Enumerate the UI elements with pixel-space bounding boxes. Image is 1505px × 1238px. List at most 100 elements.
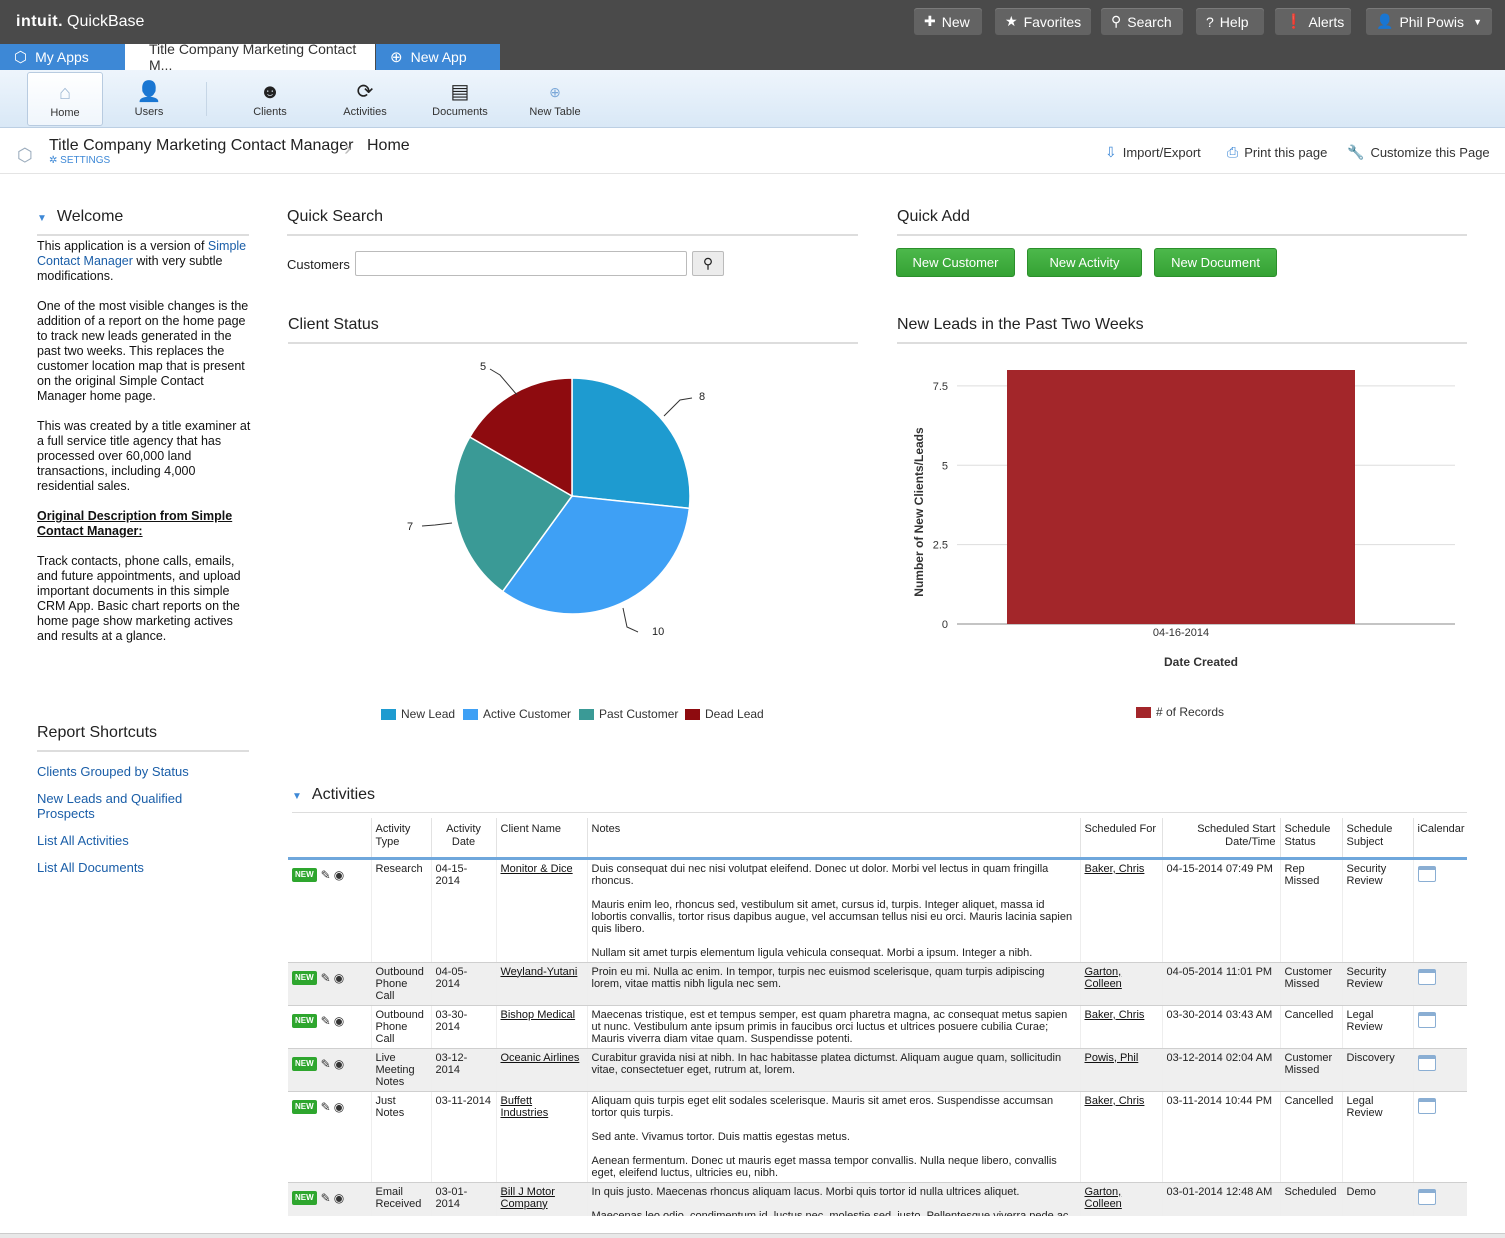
edit-pencil-icon[interactable]: ✎ xyxy=(320,1190,331,1205)
tab-current-app[interactable]: Title Company Marketing Contact M... xyxy=(125,41,375,73)
customize-link[interactable]: 🔧 Customize this Page xyxy=(1347,144,1490,160)
icalendar-download-icon[interactable] xyxy=(1417,865,1436,882)
nav-documents[interactable]: ▤ Documents xyxy=(422,72,498,126)
column-header[interactable]: Notes xyxy=(587,818,1081,860)
collapse-triangle-icon[interactable]: ▼ xyxy=(292,791,302,802)
scheduled-for-link[interactable]: Baker, Chris xyxy=(1084,1008,1145,1021)
nav-clients[interactable]: ☻ Clients xyxy=(232,72,308,126)
shortcut-link[interactable]: List All Documents xyxy=(37,860,144,875)
edit-pencil-icon[interactable]: ✎ xyxy=(320,1056,331,1071)
search-button[interactable]: ⚲ Search xyxy=(1101,8,1183,35)
pie-slice-active-customer[interactable] xyxy=(501,495,691,615)
scheduled-for-link[interactable]: Garton, Colleen xyxy=(1084,965,1122,990)
icalendar-download-icon[interactable] xyxy=(1417,1097,1436,1114)
pie-slice-new-lead[interactable] xyxy=(571,377,691,510)
print-link[interactable]: ⎙ Print this page xyxy=(1227,144,1328,160)
activities-heading[interactable]: ▼ Activities xyxy=(292,786,1467,813)
column-header[interactable]: Scheduled For xyxy=(1080,818,1163,860)
legend-item[interactable]: # of Records xyxy=(1136,705,1224,719)
tab-new-app[interactable]: ⊕ New App xyxy=(376,44,500,70)
scheduled-for-link[interactable]: Powis, Phil xyxy=(1084,1051,1139,1064)
nav-users[interactable]: 👤 Users xyxy=(111,72,187,126)
view-eye-icon[interactable]: ◉ xyxy=(333,1190,345,1205)
notes-cell: Maecenas tristique, est et tempus semper… xyxy=(587,1005,1081,1049)
scheduled-for-link[interactable]: Baker, Chris xyxy=(1084,862,1145,875)
legend-item[interactable]: Active Customer xyxy=(463,707,571,721)
view-eye-icon[interactable]: ◉ xyxy=(333,867,345,882)
x-tick-label: 04-16-2014 xyxy=(1153,627,1209,639)
edit-pencil-icon[interactable]: ✎ xyxy=(320,867,331,882)
import-export-link[interactable]: ⇩ Import/Export xyxy=(1105,144,1201,160)
brand-logo[interactable]: intuit. QuickBase xyxy=(16,13,145,30)
pie-slice-dead-lead[interactable] xyxy=(468,377,573,498)
nav-activities[interactable]: ⟳ Activities xyxy=(327,72,403,126)
scheduled-for-link[interactable]: Baker, Chris xyxy=(1084,1094,1145,1107)
notes-cell: Aliquam quis turpis eget elit sodales sc… xyxy=(587,1091,1081,1183)
icalendar-download-icon[interactable] xyxy=(1417,1011,1436,1028)
client-name-link[interactable]: Buffett Industries xyxy=(500,1094,549,1119)
new-customer-button[interactable]: New Customer xyxy=(896,248,1015,277)
table-row[interactable]: NEW ✎ ◉ Outbound Phone Call 04-05-2014 Weylan… xyxy=(288,962,1467,1006)
edit-pencil-icon[interactable]: ✎ xyxy=(320,1013,331,1028)
tab-my-apps[interactable]: ⬡ My Apps xyxy=(0,44,125,70)
column-header[interactable]: Activity Type xyxy=(371,818,432,860)
column-header[interactable]: iCalendar xyxy=(1413,818,1467,860)
view-eye-icon[interactable]: ◉ xyxy=(333,1099,345,1114)
app-title[interactable]: Title Company Marketing Contact Manager xyxy=(49,137,354,154)
nav-new-table[interactable]: ⊕ New Table xyxy=(517,72,593,126)
legend-item[interactable]: Past Customer xyxy=(579,707,678,721)
new-button[interactable]: ✚ New xyxy=(914,8,982,35)
note-paragraph: In quis justo. Maecenas rhoncus aliquam … xyxy=(591,1185,1020,1198)
column-header[interactable]: Client Name xyxy=(496,818,588,860)
shortcut-link[interactable]: Clients Grouped by Status xyxy=(37,764,189,779)
settings-link[interactable]: ✲ SETTINGS xyxy=(49,155,111,166)
edit-pencil-icon[interactable]: ✎ xyxy=(320,1099,331,1114)
shortcut-link[interactable]: New Leads and Qualified Prospects xyxy=(37,791,183,821)
note-paragraph: Duis consequat dui nec nisi volutpat ele… xyxy=(591,862,1049,887)
star-icon: ★ xyxy=(1005,13,1018,29)
table-row[interactable]: NEW ✎ ◉ Live Meeting Notes 03-12-2014 Oceanic… xyxy=(288,1048,1467,1092)
bottom-scrollbar[interactable] xyxy=(0,1233,1505,1238)
shortcut-link[interactable]: List All Activities xyxy=(37,833,129,848)
collapse-triangle-icon[interactable]: ▼ xyxy=(37,213,47,224)
customer-search-input[interactable] xyxy=(355,251,687,276)
table-row[interactable]: NEW ✎ ◉ Just Notes 03-11-2014 Buffett Industr… xyxy=(288,1091,1467,1183)
icalendar-download-icon[interactable] xyxy=(1417,1054,1436,1071)
column-header[interactable]: Schedule Subject xyxy=(1342,818,1414,860)
table-row[interactable]: NEW ✎ ◉ Outbound Phone Call 03-30-2014 Bishop… xyxy=(288,1005,1467,1049)
welcome-heading[interactable]: ▼ Welcome xyxy=(37,208,249,236)
client-name-link[interactable]: Bill J Motor Company xyxy=(500,1185,555,1210)
column-header[interactable]: Schedule Status xyxy=(1280,818,1343,860)
column-header[interactable] xyxy=(288,818,372,860)
favorites-button[interactable]: ★ Favorites xyxy=(995,8,1091,35)
table-row[interactable]: NEW ✎ ◉ Research 04-15-2014 Monitor & Dice Dui… xyxy=(288,858,1467,963)
nav-home[interactable]: ⌂ Home xyxy=(27,72,103,126)
client-name-link[interactable]: Bishop Medical xyxy=(500,1008,576,1021)
bar[interactable] xyxy=(1007,370,1355,624)
view-eye-icon[interactable]: ◉ xyxy=(333,1056,345,1071)
edit-pencil-icon[interactable]: ✎ xyxy=(320,970,331,985)
new-document-button[interactable]: New Document xyxy=(1154,248,1277,277)
client-name-link[interactable]: Monitor & Dice xyxy=(500,862,573,875)
icalendar-download-icon[interactable] xyxy=(1417,1188,1436,1205)
view-eye-icon[interactable]: ◉ xyxy=(333,970,345,985)
client-name-link[interactable]: Weyland-Yutani xyxy=(500,965,578,978)
column-header[interactable]: Scheduled Start Date/Time xyxy=(1162,818,1281,860)
client-name-link[interactable]: Oceanic Airlines xyxy=(500,1051,580,1064)
view-eye-icon[interactable]: ◉ xyxy=(333,1013,345,1028)
new-activity-button[interactable]: New Activity xyxy=(1027,248,1142,277)
customer-search-button[interactable]: ⚲ xyxy=(692,251,724,276)
icalendar-download-icon[interactable] xyxy=(1417,968,1436,985)
scheduled-for-link[interactable]: Garton, Colleen xyxy=(1084,1185,1122,1210)
pie-data-label: 10 xyxy=(652,626,664,638)
alerts-button[interactable]: ❗ Alerts xyxy=(1275,8,1351,35)
pie-slice-past-customer[interactable] xyxy=(453,435,574,593)
help-button[interactable]: ? Help xyxy=(1196,8,1264,35)
table-row[interactable]: NEW ✎ ◉ Email Received 03-01-2014 Bill J Moto… xyxy=(288,1182,1467,1216)
legend-item[interactable]: New Lead xyxy=(381,707,455,721)
legend-item[interactable]: Dead Lead xyxy=(685,707,764,721)
pie-data-label: 5 xyxy=(480,361,486,373)
simple-contact-manager-link[interactable]: Simple Contact Manager xyxy=(37,239,247,268)
column-header[interactable]: Activity Date xyxy=(431,818,497,860)
user-menu-button[interactable]: 👤 Phil Powis ▼ xyxy=(1366,8,1492,35)
